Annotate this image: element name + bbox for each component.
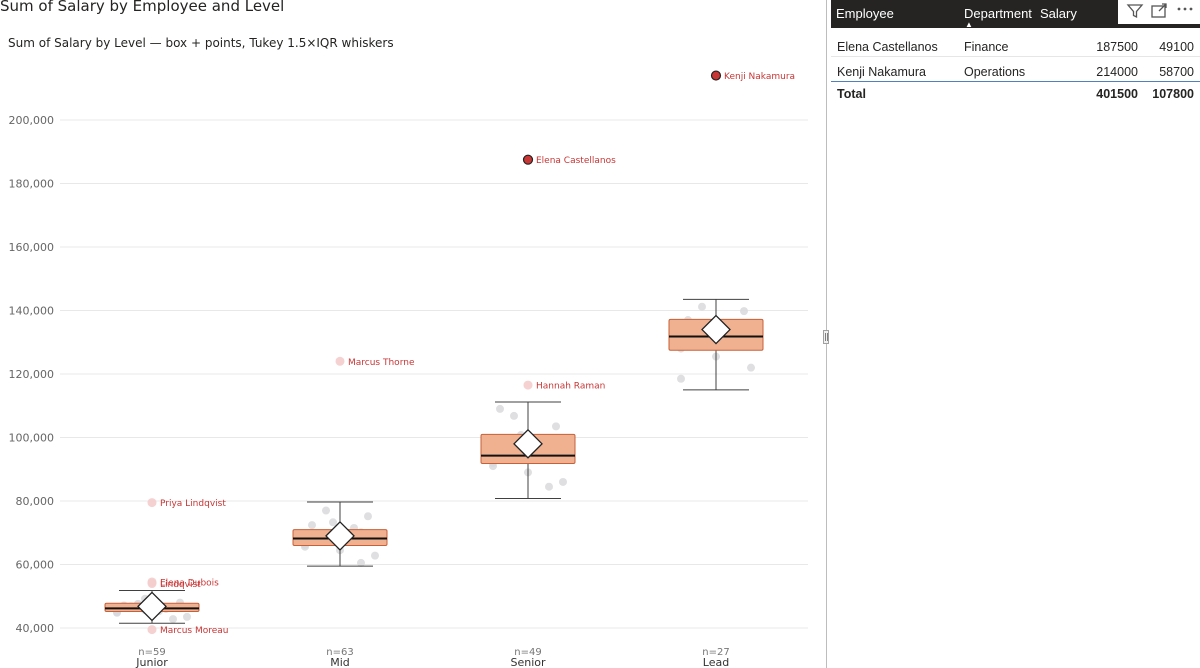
y-tick-label: 60,000: [16, 559, 55, 572]
visual-header-icons: [1118, 0, 1200, 24]
more-options-icon[interactable]: [1175, 0, 1195, 23]
data-point: [510, 411, 518, 420]
total-value: 107800: [1152, 87, 1194, 101]
y-tick-label: 80,000: [16, 495, 55, 508]
focus-mode-icon[interactable]: [1150, 2, 1168, 25]
y-tick-label: 200,000: [9, 114, 55, 127]
outlier-point: [147, 579, 157, 589]
total-salary: 401500: [1096, 87, 1138, 101]
data-point: [740, 307, 748, 316]
employee-table: Employee Department ▲ Salary Elena Caste…: [831, 0, 1200, 106]
salary-cell: 214000: [1096, 65, 1138, 79]
highlighted-outlier-point: [710, 70, 722, 81]
group-count-label: n=59: [138, 647, 165, 658]
data-point: [489, 462, 497, 471]
highlighted-outlier-point: [522, 154, 534, 165]
data-point: [364, 512, 372, 521]
mean-marker: [325, 521, 355, 551]
outlier-point: [523, 380, 533, 390]
mean-marker: [701, 314, 731, 345]
group-count-label: n=49: [514, 647, 541, 658]
column-header-salary[interactable]: Salary: [1040, 6, 1077, 21]
x-category-label: Senior: [510, 656, 546, 668]
data-point: [357, 558, 365, 567]
filter-icon[interactable]: [1126, 2, 1144, 25]
data-point: [322, 506, 330, 515]
column-header-employee[interactable]: Employee: [836, 6, 894, 21]
data-point: [698, 302, 706, 311]
outlier-label: Kenji Nakamura: [724, 72, 795, 82]
data-point: [308, 521, 316, 530]
box-plot-chart: 40,000 60,000 80,000 100,000 120,000 140,000 1…: [9, 70, 808, 668]
department-cell: Finance: [964, 40, 1009, 54]
x-category-label: Junior: [135, 656, 168, 668]
x-category-label: Mid: [330, 656, 350, 668]
outlier-label: Lindqvist: [160, 580, 201, 590]
outlier-label: Marcus Moreau: [160, 626, 229, 636]
employee-cell: Kenji Nakamura: [837, 65, 926, 79]
data-point: [183, 612, 191, 621]
chart-title: Sum of Salary by Level — box + points, T…: [8, 36, 394, 50]
outlier-point: [335, 356, 345, 366]
data-point: [747, 363, 755, 372]
data-point: [329, 518, 337, 527]
outlier-point: [147, 498, 157, 508]
y-tick-label: 160,000: [9, 241, 55, 254]
group-count-label: n=27: [702, 647, 729, 658]
group-count-label: n=63: [326, 647, 353, 658]
data-point: [677, 374, 685, 383]
total-label: Total: [837, 87, 866, 101]
mean-marker: [513, 428, 543, 459]
y-tick-label: 100,000: [9, 432, 55, 445]
visual-title: Sum of Salary by Employee and Level: [0, 0, 285, 15]
data-point: [371, 551, 379, 560]
table-row[interactable]: Elena Castellanos Finance 187500 49100: [831, 32, 1200, 57]
mean-marker: [137, 591, 167, 622]
resize-handle[interactable]: [823, 330, 829, 344]
y-tick-label: 120,000: [9, 368, 55, 381]
data-point: [496, 404, 504, 413]
y-tick-label: 40,000: [16, 622, 55, 635]
department-cell: Operations: [964, 65, 1026, 79]
value-cell: 49100: [1159, 40, 1194, 54]
column-header-department[interactable]: Department: [964, 6, 1032, 21]
value-cell: 58700: [1159, 65, 1194, 79]
sort-ascending-icon: ▲: [965, 20, 973, 29]
data-point: [552, 422, 560, 431]
data-point: [169, 615, 177, 624]
table-row[interactable]: Kenji Nakamura Operations 214000 58700: [831, 57, 1200, 81]
employee-cell: Elena Castellanos: [837, 40, 938, 54]
outlier-label: Priya Lindqvist: [160, 499, 226, 509]
outlier-label: Marcus Thorne: [348, 358, 415, 368]
data-point: [559, 477, 567, 486]
outlier-label: Hannah Raman: [536, 382, 605, 392]
salary-cell: 187500: [1096, 40, 1138, 54]
table-total-row: Total 401500 107800: [831, 81, 1200, 106]
outlier-label: Elena Dubois: [160, 578, 219, 588]
outlier-point: [147, 625, 157, 635]
outlier-label: Elena Castellanos: [536, 156, 616, 166]
y-tick-label: 180,000: [9, 178, 55, 191]
y-tick-label: 140,000: [9, 305, 55, 318]
data-point: [545, 482, 553, 491]
table-header: Employee Department ▲ Salary: [831, 0, 1200, 29]
x-category-label: Lead: [703, 656, 729, 668]
